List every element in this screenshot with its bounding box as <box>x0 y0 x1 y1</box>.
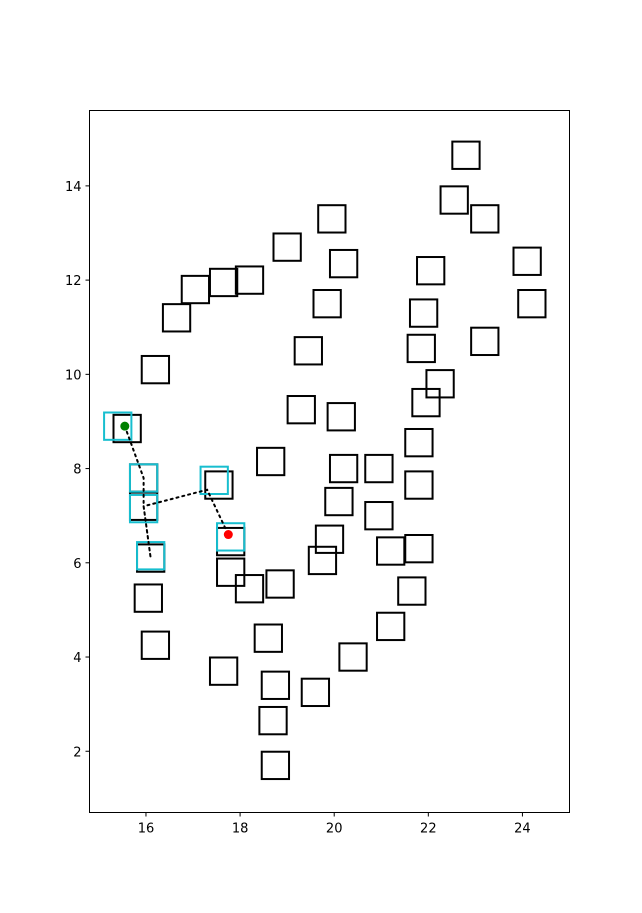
obstacle-square <box>470 326 500 357</box>
y-tick-label: 8 <box>73 463 81 478</box>
obstacle-square <box>140 630 171 660</box>
x-tick-label: 24 <box>514 822 531 837</box>
obstacle-square <box>324 486 354 517</box>
visited-cell <box>136 541 166 571</box>
obstacle-square <box>216 557 246 587</box>
y-tick-label: 14 <box>65 180 82 195</box>
obstacle-square <box>140 354 171 385</box>
visited-cell <box>216 522 246 552</box>
obstacle-square <box>204 470 234 500</box>
obstacle-square <box>439 185 469 215</box>
y-tick-label: 6 <box>73 557 81 572</box>
markers-layer <box>120 421 233 540</box>
obstacle-square <box>411 387 441 418</box>
obstacle-square <box>470 204 500 234</box>
obstacle-square <box>253 623 283 653</box>
obstacle-square <box>314 524 345 554</box>
obstacle-square <box>180 274 211 305</box>
obstacle-square <box>260 750 291 781</box>
obstacle-square <box>256 446 286 477</box>
obstacle-square <box>376 536 406 566</box>
goal-point <box>223 530 233 540</box>
y-tick-label: 10 <box>65 368 82 383</box>
y-tick-label: 2 <box>73 745 81 760</box>
path-line <box>123 425 230 559</box>
obstacle-square <box>416 256 446 286</box>
start-point <box>120 421 130 431</box>
obstacle-square <box>408 298 439 328</box>
obstacle-square <box>317 204 347 234</box>
axes-frame <box>89 110 570 813</box>
x-axis: 16 18 20 22 24 <box>138 812 531 837</box>
x-tick-label: 18 <box>232 822 249 837</box>
obstacle-square <box>234 265 265 295</box>
obstacle-square <box>328 453 359 484</box>
obstacle-square <box>133 583 163 613</box>
obstacle-square <box>328 248 359 279</box>
obstacle-square <box>112 413 142 444</box>
obstacle-square <box>512 246 542 276</box>
obstacle-square <box>293 336 323 366</box>
obstacle-square <box>376 611 406 642</box>
obstacle-square <box>404 427 434 458</box>
obstacle-square <box>234 574 265 604</box>
obstacle-square <box>258 705 288 736</box>
path-layer <box>123 425 230 559</box>
y-tick-label: 12 <box>65 274 82 289</box>
obstacle-square <box>451 140 481 170</box>
obstacle-square <box>364 501 394 531</box>
y-tick-label: 4 <box>73 651 81 666</box>
x-tick-label: 22 <box>420 822 437 837</box>
obstacle-square <box>338 642 368 672</box>
y-axis: 2 4 6 8 10 12 14 <box>65 180 90 760</box>
visited-cell <box>199 465 229 496</box>
obstacle-square <box>517 289 547 319</box>
obstacle-square <box>286 395 316 425</box>
obstacle-square <box>208 656 239 686</box>
obstacle-square <box>364 453 394 484</box>
obstacle-square <box>406 333 436 364</box>
obstacle-square <box>397 576 427 606</box>
x-tick-label: 16 <box>138 822 155 837</box>
x-tick-label: 20 <box>326 822 343 837</box>
obstacle-square <box>300 677 331 708</box>
obstacle-square <box>404 470 434 500</box>
obstacle-square <box>307 545 338 576</box>
obstacle-square <box>265 569 295 599</box>
obstacle-square <box>312 289 342 319</box>
obstacle-square <box>326 402 356 432</box>
visited-cell <box>103 411 133 441</box>
obstacle-square <box>161 303 192 333</box>
obstacle-square <box>272 232 302 262</box>
obstacle-square <box>260 670 291 700</box>
